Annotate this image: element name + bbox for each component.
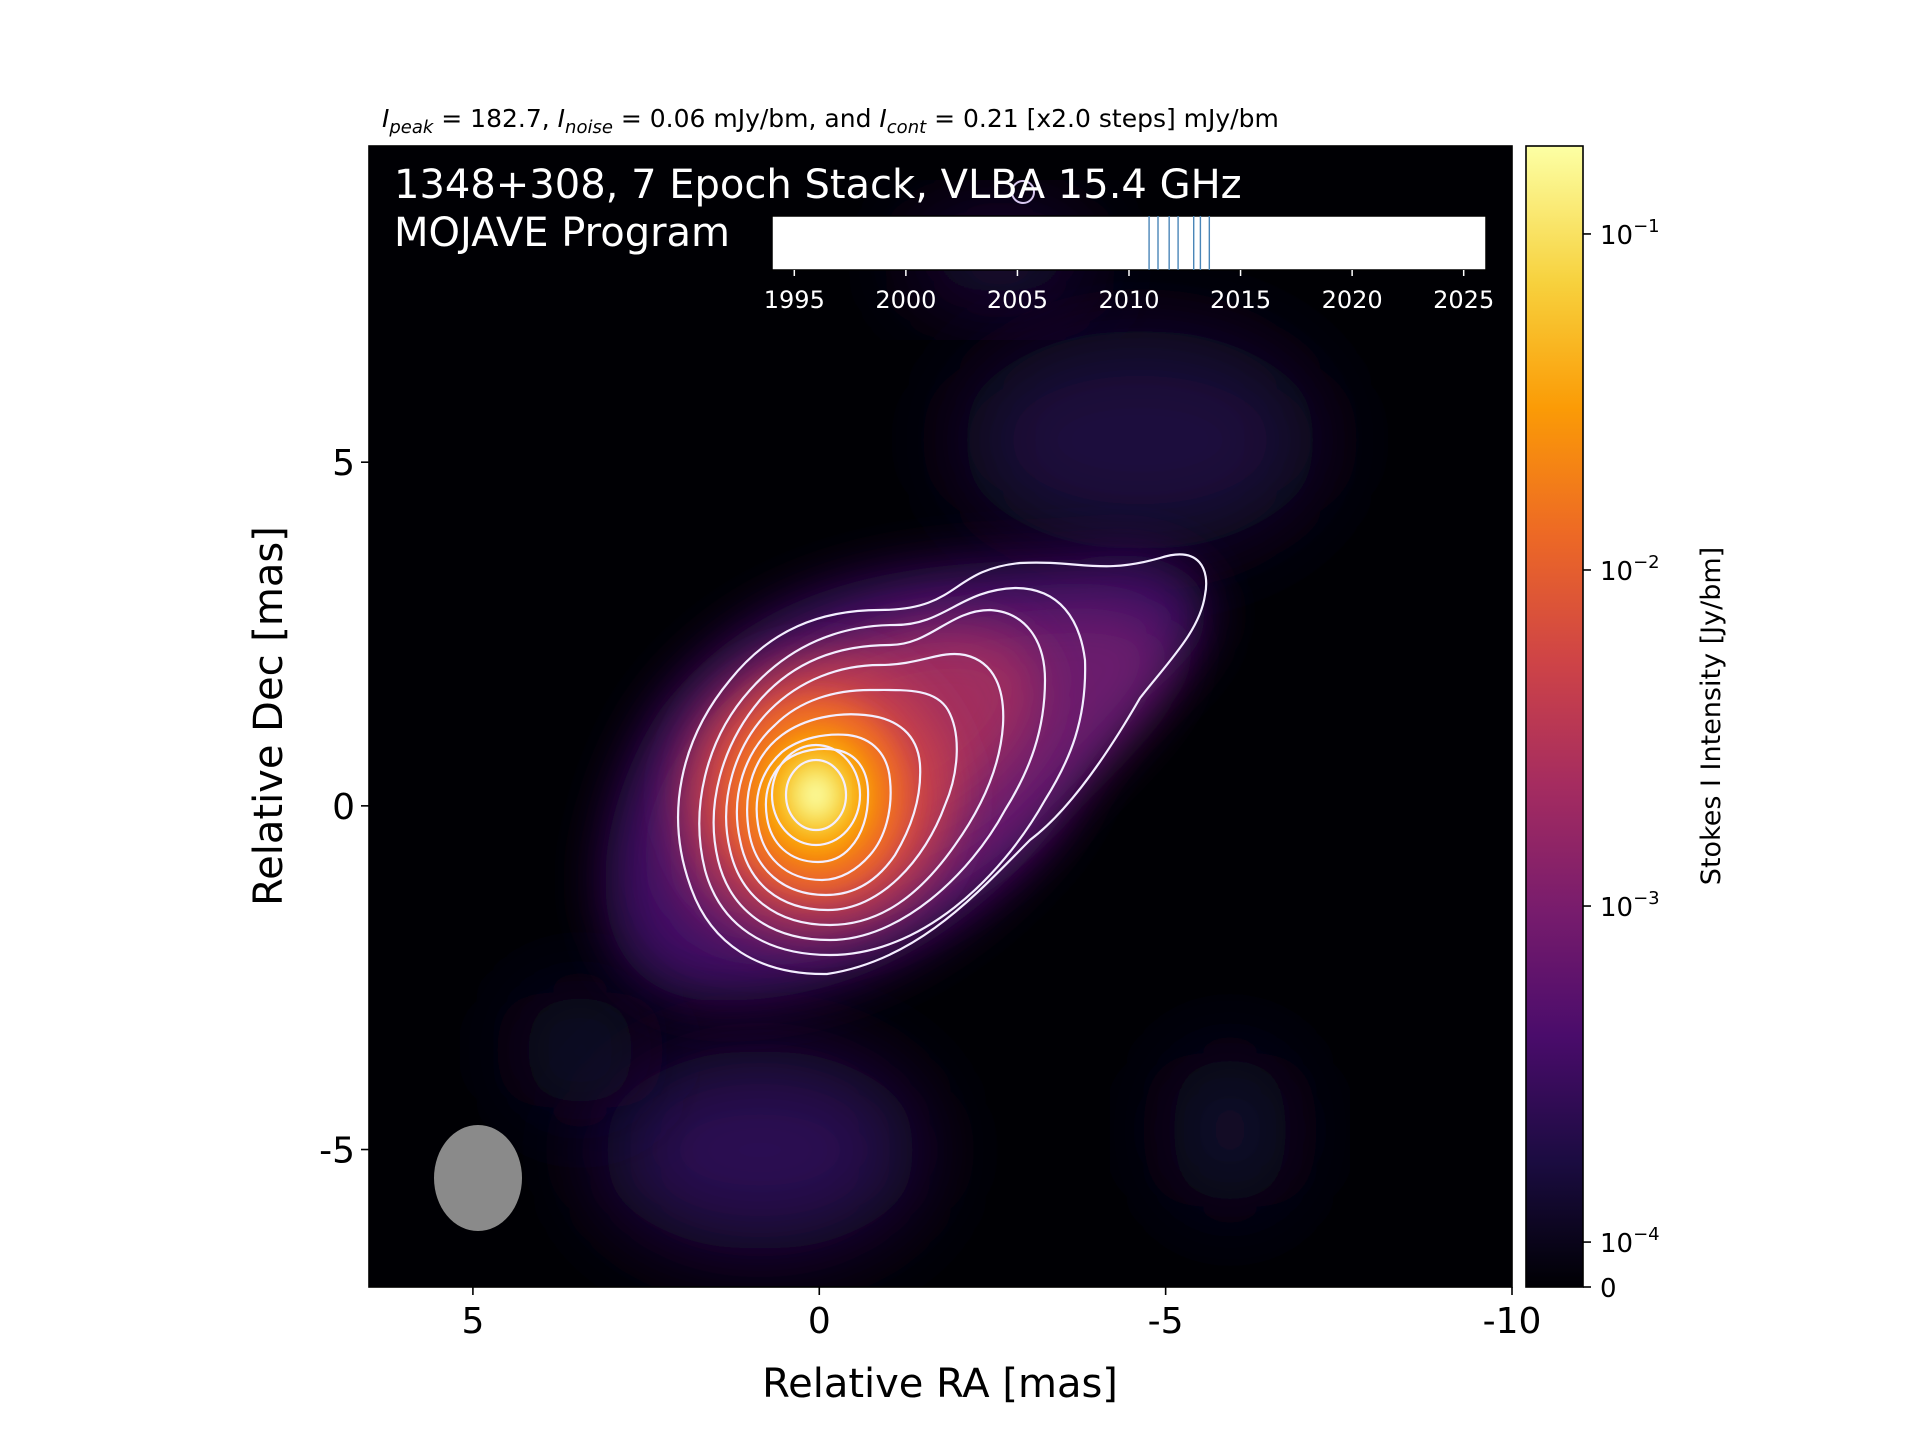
background-noise-blob xyxy=(1170,1050,1290,1210)
epoch-timeline: 1995 2000 2005 2010 2015 2020 2025 xyxy=(764,215,1494,314)
timeline-tick-label: 2005 xyxy=(987,286,1048,314)
intensity-map xyxy=(434,180,1320,1250)
colorbar-tick-label: 10−2 xyxy=(1600,552,1660,587)
contour-level-1 xyxy=(677,553,1208,976)
colorbar-ticks: 0 10−4 10−3 10−2 10−1 xyxy=(1583,216,1660,1304)
x-tick-label: 0 xyxy=(808,1301,831,1342)
source-title: 1348+308, 7 Epoch Stack, VLBA 15.4 GHz xyxy=(394,162,1242,208)
x-tick-label: 5 xyxy=(461,1301,484,1342)
noise-subscript: noise xyxy=(565,117,613,138)
background-noise-blob xyxy=(600,1050,920,1250)
contours xyxy=(677,553,1208,976)
header-stats: Ipeak = 182.7, Inoise = 0.06 mJy/bm, and… xyxy=(382,104,1279,138)
timeline-ticks: 1995 2000 2005 2010 2015 2020 2025 xyxy=(764,270,1494,314)
x-axis-label: Relative RA [mas] xyxy=(762,1361,1118,1407)
noise-text: = 0.06 mJy/bm, and xyxy=(613,104,880,133)
colorbar-tick-label: 10−4 xyxy=(1600,1224,1660,1259)
i-symbol: I xyxy=(382,104,389,133)
timeline-tick-label: 2015 xyxy=(1210,286,1271,314)
colorbar-label: Stokes I Intensity [Jy/bm] xyxy=(1696,547,1727,885)
background-noise-blob xyxy=(960,330,1320,550)
cont-subscript: cont xyxy=(887,117,927,138)
y-axis: 5 0 -5 xyxy=(319,443,369,1172)
contour-level-10 xyxy=(784,758,848,832)
cont-text: = 0.21 [x2.0 steps] mJy/bm xyxy=(926,104,1279,133)
plot-frame xyxy=(368,145,1513,1288)
y-tick-label: 0 xyxy=(332,787,355,828)
y-tick-label: 5 xyxy=(332,443,355,484)
colorbar-gradient xyxy=(1525,145,1584,1288)
peak-subscript: peak xyxy=(388,117,435,138)
timeline-box xyxy=(771,215,1487,271)
timeline-tick-label: 2010 xyxy=(1098,286,1159,314)
colorbar-tick-label: 10−1 xyxy=(1600,216,1660,251)
top-blob-marker xyxy=(1011,180,1035,204)
x-tick-label: -10 xyxy=(1483,1301,1542,1342)
contour-level-6 xyxy=(746,713,922,897)
contour-level-7 xyxy=(755,733,892,882)
colorbar: 0 10−4 10−3 10−2 10−1 Stokes I Intensity [Jy… xyxy=(1525,145,1727,1304)
contour-level-9 xyxy=(770,743,862,847)
colorbar-tick-label: 0 xyxy=(1600,1274,1617,1304)
i-symbol: I xyxy=(879,104,886,133)
i-symbol: I xyxy=(558,104,565,133)
contour-level-5 xyxy=(735,688,958,912)
plot-panel: 1348+308, 7 Epoch Stack, VLBA 15.4 GHz M… xyxy=(246,145,1541,1407)
y-tick-label: -5 xyxy=(319,1131,355,1172)
contour-level-4 xyxy=(725,652,1005,927)
peak-text: = 182.7, xyxy=(433,104,557,133)
timeline-tick-label: 2025 xyxy=(1433,286,1494,314)
colorbar-tick-label: 10−3 xyxy=(1600,888,1660,923)
timeline-tick-label: 2020 xyxy=(1322,286,1383,314)
contour-level-2 xyxy=(698,586,1087,957)
contour-level-3 xyxy=(712,608,1047,942)
y-axis-label: Relative Dec [mas] xyxy=(246,526,292,906)
core-peak-bright xyxy=(798,773,834,817)
beam-ellipse xyxy=(434,1125,522,1231)
background-noise-blob xyxy=(520,990,640,1110)
program-subtitle: MOJAVE Program xyxy=(394,210,730,256)
x-tick-label: -5 xyxy=(1148,1301,1184,1342)
x-axis: 5 0 -5 -10 xyxy=(461,1287,1541,1342)
epoch-lines xyxy=(1148,216,1211,270)
timeline-tick-label: 2000 xyxy=(875,286,936,314)
timeline-tick-label: 1995 xyxy=(764,286,825,314)
